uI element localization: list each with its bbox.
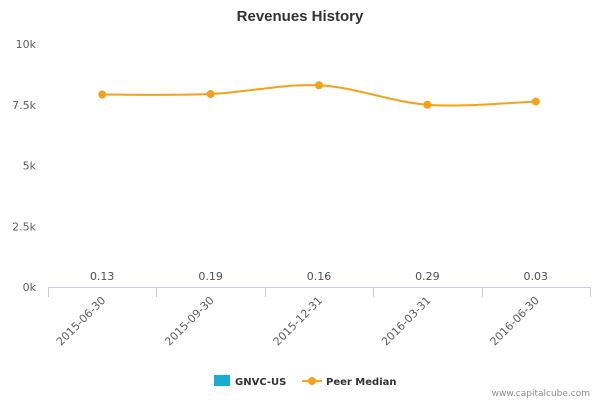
series-lines: [98, 81, 540, 109]
legend-marker-peer-median: [308, 377, 316, 385]
x-axis: 2015-06-30 2015-09-30 2015-12-31 2016-03-31…: [48, 287, 591, 348]
data-point-peer-median[interactable]: [206, 90, 215, 99]
y-tick-label: 10k: [16, 38, 37, 51]
y-tick-label: 0k: [23, 281, 37, 294]
legend-item-gnvc[interactable]: GNVC-US: [214, 375, 286, 388]
data-point-peer-median[interactable]: [531, 97, 540, 106]
y-tick-label: 5k: [23, 160, 37, 173]
y-tick-label: 2.5k: [12, 220, 36, 233]
data-labels: 0.13 0.19 0.16 0.29 0.03: [90, 270, 548, 283]
data-label-gnvc: 0.19: [198, 270, 223, 283]
x-tick-label: 2016-03-31: [379, 294, 433, 348]
x-tick-label: 2015-09-30: [162, 294, 216, 348]
legend-label-peer-median: Peer Median: [326, 377, 397, 388]
credit-text: www.capitalcube.com: [492, 389, 590, 399]
data-point-peer-median[interactable]: [315, 81, 323, 90]
legend-label-gnvc: GNVC-US: [235, 377, 286, 388]
x-tick-label: 2015-12-31: [271, 294, 325, 348]
chart-title: Revenues History: [237, 8, 364, 25]
y-tick-label: 7.5k: [12, 99, 36, 112]
legend-item-peer-median[interactable]: Peer Median: [302, 377, 397, 388]
data-point-peer-median[interactable]: [98, 90, 107, 99]
data-label-gnvc: 0.13: [90, 270, 115, 283]
legend[interactable]: GNVC-US Peer Median: [214, 375, 397, 388]
data-label-gnvc: 0.29: [415, 270, 440, 283]
y-axis: 0k 2.5k 5k 7.5k 10k: [12, 38, 36, 294]
x-tick-label: 2016-06-30: [488, 294, 542, 348]
data-label-gnvc: 0.03: [524, 270, 549, 283]
data-point-peer-median[interactable]: [423, 100, 432, 109]
x-tick-label: 2015-06-30: [54, 294, 108, 348]
legend-swatch-gnvc: [214, 375, 230, 386]
data-label-gnvc: 0.16: [307, 270, 332, 283]
